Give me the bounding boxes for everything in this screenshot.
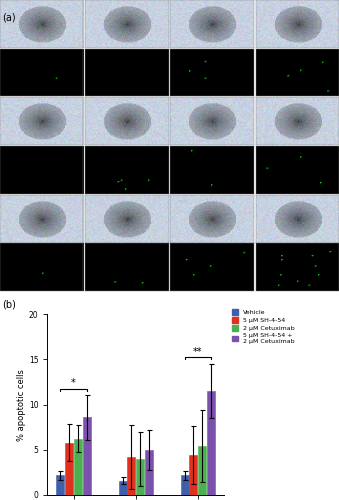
Bar	[74, 439, 82, 495]
Bar	[65, 442, 73, 495]
Bar	[136, 459, 144, 495]
Legend: Vehicle, 5 μM SH-4-54, 2 μM Cetuximab, 5 μM SH-4-54 +
2 μM Cetuximab: Vehicle, 5 μM SH-4-54, 2 μM Cetuximab, 5…	[231, 308, 296, 346]
Text: **: **	[193, 346, 202, 356]
Bar	[119, 480, 126, 495]
Bar	[198, 446, 206, 495]
Bar	[145, 450, 153, 495]
Bar	[127, 457, 135, 495]
Text: (a): (a)	[2, 12, 15, 22]
Bar	[83, 417, 91, 495]
Bar	[207, 391, 215, 495]
Text: *: *	[71, 378, 76, 388]
Text: (b): (b)	[2, 299, 16, 309]
Y-axis label: % apoptotic cells: % apoptotic cells	[17, 368, 26, 440]
Bar	[189, 455, 197, 495]
Bar	[181, 475, 188, 495]
Bar	[57, 475, 64, 495]
